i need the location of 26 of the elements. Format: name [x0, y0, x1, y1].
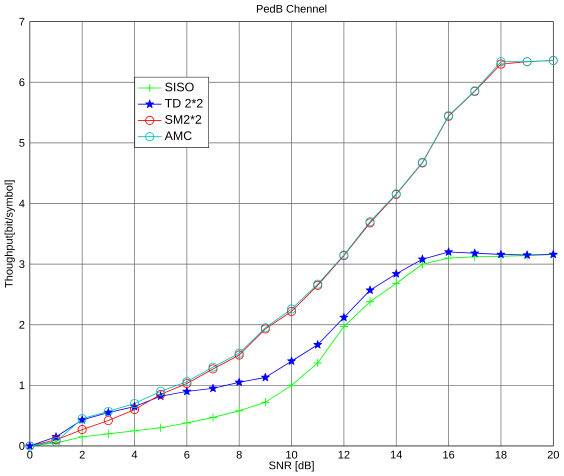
y-tick-label: 0: [19, 442, 25, 450]
x-tick-label: 0: [27, 450, 32, 459]
x-axis-title: SNR [dB]: [269, 461, 314, 472]
y-tick-label: 1: [20, 382, 24, 390]
x-tick-label: 12: [338, 450, 350, 458]
y-axis-title: Thoughput[bit/symbol]: [4, 180, 15, 288]
x-tick-label: 2: [80, 450, 85, 458]
legend-label: SISO: [165, 82, 194, 92]
y-tick-label: 2: [19, 320, 24, 329]
x-tick-label: 10: [286, 450, 298, 459]
legend-label: AMC: [164, 131, 192, 140]
legend-label: TD 2*2: [164, 98, 203, 108]
y-tick-label: 4: [19, 200, 25, 208]
x-tick-label: 18: [496, 450, 507, 459]
x-tick-label: 14: [390, 450, 402, 458]
chart-title: PedB Chennel: [256, 4, 326, 13]
y-tick-label: 7: [19, 18, 24, 26]
y-tick-label: 5: [19, 139, 24, 147]
x-tick-label: 20: [548, 450, 559, 459]
y-tick-label: 3: [19, 260, 24, 268]
x-tick-label: 6: [184, 450, 190, 459]
x-tick-label: 4: [132, 450, 138, 458]
legend-label: SM2*2: [165, 115, 202, 124]
x-tick-label: 8: [236, 450, 242, 459]
x-tick-label: 16: [443, 450, 454, 459]
y-tick-label: 6: [19, 78, 24, 86]
